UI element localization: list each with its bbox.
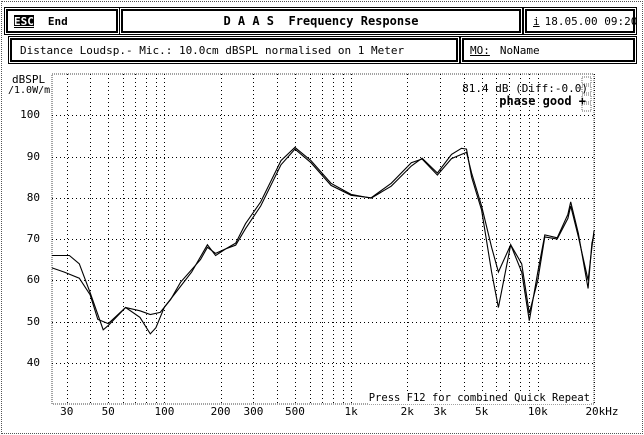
x-tick-label: 50 bbox=[101, 405, 115, 418]
legend-marker bbox=[581, 85, 592, 94]
y-unit-label: dBSPL bbox=[12, 73, 46, 86]
page-title: D A A S Frequency Response bbox=[223, 14, 419, 28]
legend-marker bbox=[581, 103, 592, 112]
quick-repeat-hint[interactable]: Press F12 for combined Quick Repeat bbox=[368, 392, 590, 404]
x-tick-label: 500 bbox=[284, 405, 305, 418]
x-tick-label: 300 bbox=[243, 405, 264, 418]
level-readout: 81.4 dB (Diff:-0.0) bbox=[462, 82, 588, 95]
x-tick-label: 200 bbox=[210, 405, 231, 418]
mo-value: NoName bbox=[499, 43, 540, 57]
phase-status: phase good + bbox=[499, 94, 586, 108]
x-tick-label: 1k bbox=[344, 405, 358, 418]
y-tick-label: 60 bbox=[26, 273, 40, 287]
info-box[interactable]: i 18.05.00 09:20 bbox=[523, 7, 638, 35]
x-tick-label: 30 bbox=[60, 405, 74, 418]
datetime: 18.05.00 09:20 bbox=[544, 14, 638, 28]
esc-end-button[interactable]: ESC End bbox=[4, 7, 120, 35]
description-box: Distance Loudsp.- Mic.: 10.0cm dBSPL nor… bbox=[8, 36, 460, 64]
y-unit-label-2: /1.0W/m bbox=[8, 85, 51, 96]
legend-marker bbox=[581, 94, 592, 103]
end-label: End bbox=[47, 14, 68, 28]
esc-key: ESC bbox=[14, 14, 34, 28]
measurement-description: Distance Loudsp.- Mic.: 10.0cm dBSPL nor… bbox=[20, 43, 405, 57]
mo-box[interactable]: MO: NoName bbox=[460, 36, 637, 64]
x-tick-label: 3k bbox=[433, 405, 447, 418]
x-tick-label: 20kHz bbox=[585, 405, 619, 418]
y-tick-label: 90 bbox=[26, 149, 40, 163]
y-tick-label: 100 bbox=[20, 108, 40, 122]
y-tick-label: 50 bbox=[26, 314, 40, 328]
x-tick-label: 2k bbox=[400, 405, 414, 418]
y-tick-label: 40 bbox=[26, 355, 40, 369]
response-curve-2 bbox=[51, 148, 595, 335]
y-tick-label: 70 bbox=[26, 232, 40, 245]
info-key: i bbox=[533, 14, 540, 28]
x-tick-label: 10k bbox=[527, 405, 548, 418]
x-tick-label: 5k bbox=[474, 405, 489, 418]
mo-key: MO: bbox=[470, 43, 490, 57]
title-box: D A A S Frequency Response bbox=[119, 7, 523, 35]
x-tick-label: 100 bbox=[154, 405, 175, 418]
legend-marker bbox=[581, 76, 592, 85]
y-tick-label: 80 bbox=[26, 190, 40, 204]
